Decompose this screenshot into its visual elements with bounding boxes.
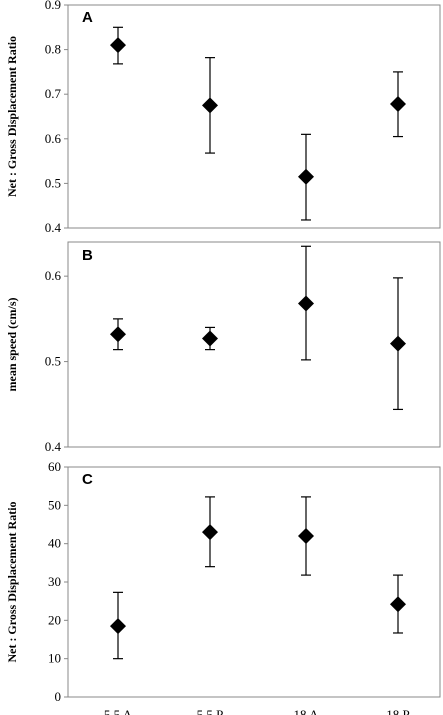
panel-a: 0.4 0.5 0.6 0.7 0.8 0.9 Net : Gross Displaceme… (5, 0, 441, 235)
data-point (390, 96, 406, 113)
y-tick-label: 0.5 (45, 354, 61, 369)
y-tick-label: 30 (48, 574, 61, 589)
y-tick-label: 0.8 (45, 42, 61, 57)
panel-label: C (82, 471, 93, 488)
y-tick-label: 0.7 (45, 86, 62, 101)
data-point (390, 596, 406, 613)
data-point (298, 295, 314, 312)
y-tick-label: 0.6 (45, 131, 62, 146)
data-point (390, 335, 406, 352)
data-point (110, 326, 126, 343)
panel-c: 0 10 20 30 40 50 60 Net : Gross Displacement Ra… (5, 459, 441, 715)
y-tick-label: 0.6 (45, 268, 62, 283)
x-category-label: 5.5 P (197, 707, 224, 715)
y-axis-label: Net : Gross Displacement Ratio (5, 36, 19, 197)
data-point (298, 168, 314, 185)
y-tick-label: 0 (55, 689, 62, 704)
data-point (202, 97, 218, 114)
y-axis-label: Net : Gross Displacement Ratio (5, 501, 19, 662)
plot-frame (67, 4, 441, 229)
panel-label: A (82, 9, 93, 26)
y-tick-label: 60 (48, 459, 61, 474)
y-tick-label: 20 (48, 612, 61, 627)
data-point (202, 330, 218, 347)
panel-label: B (82, 247, 93, 264)
panel-b: 0.4 0.5 0.6 mean speed (cm/s) B (5, 241, 441, 454)
y-tick-label: 0.9 (45, 0, 61, 12)
y-tick-label: 0.4 (45, 220, 62, 235)
y-tick-label: 10 (48, 651, 61, 666)
data-point (110, 37, 126, 54)
data-point (298, 528, 314, 544)
data-point (110, 618, 126, 635)
x-category-label: 5.5 A (104, 707, 133, 715)
y-tick-label: 40 (48, 536, 61, 551)
x-category-label: 18 P (386, 707, 409, 715)
data-point (202, 524, 218, 541)
x-category-label: 18 A (294, 707, 320, 715)
y-tick-label: 0.4 (45, 439, 62, 454)
y-axis-label: mean speed (cm/s) (5, 298, 19, 392)
plot-frame (67, 466, 441, 698)
y-tick-label: 0.5 (45, 175, 61, 190)
plot-frame (67, 241, 441, 448)
y-tick-label: 50 (48, 497, 61, 512)
